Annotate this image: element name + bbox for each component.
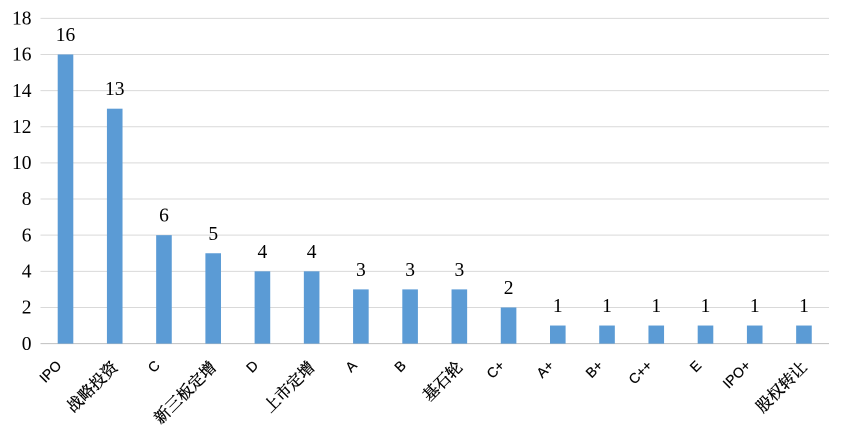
svg-text:3: 3: [356, 260, 366, 281]
svg-text:0: 0: [22, 334, 32, 355]
svg-text:3: 3: [405, 260, 415, 281]
svg-text:4: 4: [258, 242, 268, 263]
svg-text:1: 1: [553, 296, 563, 317]
svg-text:13: 13: [105, 79, 125, 100]
svg-text:18: 18: [12, 9, 32, 30]
svg-text:1: 1: [750, 296, 760, 317]
svg-text:6: 6: [22, 225, 32, 246]
svg-text:10: 10: [12, 153, 32, 174]
svg-text:4: 4: [22, 262, 32, 283]
svg-text:16: 16: [12, 45, 32, 66]
svg-text:1: 1: [799, 296, 809, 317]
svg-text:8: 8: [22, 189, 32, 210]
svg-text:4: 4: [307, 242, 317, 263]
svg-text:1: 1: [701, 296, 711, 317]
svg-text:2: 2: [504, 278, 514, 299]
svg-text:6: 6: [159, 206, 169, 227]
svg-text:1: 1: [651, 296, 661, 317]
svg-text:2: 2: [22, 298, 32, 319]
svg-text:5: 5: [208, 224, 218, 245]
svg-text:16: 16: [56, 25, 76, 46]
svg-text:1: 1: [602, 296, 612, 317]
svg-text:12: 12: [12, 117, 32, 138]
svg-text:3: 3: [454, 260, 464, 281]
svg-text:14: 14: [12, 81, 32, 102]
